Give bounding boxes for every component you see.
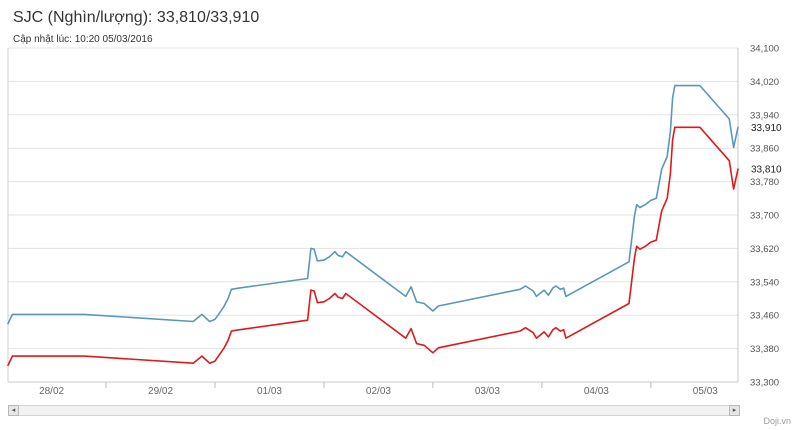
x-tick-label: 29/02	[148, 386, 173, 397]
y-tick-label: 33,700	[750, 211, 779, 222]
chart-subtitle: Cập nhật lúc: 10:20 05/03/2016	[13, 34, 153, 45]
scrollbar-track[interactable]	[8, 405, 740, 416]
last-value-labels: 33,910 33,810	[751, 123, 782, 176]
y-tick-label: 34,100	[750, 44, 779, 55]
last-value-label: 33,910	[751, 123, 782, 134]
last-value-label: 33,810	[751, 165, 782, 176]
series-line-buy	[7, 126, 739, 367]
x-tick-label: 05/03	[693, 386, 718, 397]
y-tick-label: 33,860	[750, 144, 779, 155]
y-tick-label: 34,020	[750, 77, 779, 88]
y-tick-label: 33,540	[750, 277, 779, 288]
x-tick-label: 28/02	[39, 386, 64, 397]
x-tick-label: 01/03	[257, 386, 282, 397]
y-tick-label: 33,780	[750, 177, 779, 188]
gridlines	[7, 47, 739, 383]
scroll-right-arrow-icon[interactable]: ▸	[729, 405, 740, 416]
y-tick-label: 33,940	[750, 110, 779, 121]
y-axis: 33,300 33,380 33,460 33,540 33,620 33,700 33,7…	[750, 44, 779, 389]
series-group	[7, 84, 739, 367]
series-line-sell	[7, 84, 739, 325]
chart-scrollbar[interactable]: ◂ ▸	[8, 405, 740, 416]
scroll-left-arrow-icon[interactable]: ◂	[8, 405, 19, 416]
y-tick-label: 33,380	[750, 344, 779, 355]
y-tick-label: 33,620	[750, 244, 779, 255]
x-tick-label: 04/03	[584, 386, 609, 397]
brand-watermark: Doji.vn	[763, 416, 791, 426]
y-tick-label: 33,460	[750, 311, 779, 322]
y-tick-label: 33,300	[750, 378, 779, 389]
x-tick-label: 02/03	[366, 386, 391, 397]
chart-title: SJC (Nghìn/lượng): 33,810/33,910	[13, 9, 260, 26]
x-axis: 28/02 29/02 01/03 02/03 03/03 04/03 05/03	[39, 382, 718, 397]
x-tick-label: 03/03	[475, 386, 500, 397]
